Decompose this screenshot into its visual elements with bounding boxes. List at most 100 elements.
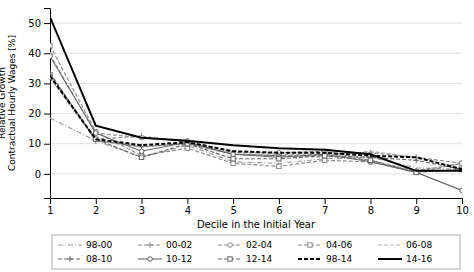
marker bbox=[460, 161, 462, 166]
series-line bbox=[50, 77, 462, 172]
marker bbox=[277, 164, 281, 168]
marker bbox=[459, 160, 462, 166]
legend-label: 06-08 bbox=[406, 240, 432, 250]
tick-label: 20 bbox=[28, 108, 41, 119]
marker bbox=[50, 54, 52, 59]
tick: 20 bbox=[28, 108, 50, 119]
legend-item: 06-08 bbox=[378, 240, 432, 250]
tick-label: 9 bbox=[414, 205, 420, 216]
legend-swatch bbox=[298, 258, 322, 260]
tick: 1 bbox=[47, 198, 53, 216]
tick-mark bbox=[44, 144, 50, 145]
grid-line bbox=[50, 113, 462, 114]
marker bbox=[322, 154, 326, 158]
marker bbox=[460, 188, 462, 193]
series-line bbox=[50, 76, 462, 169]
chart: 1 2 3 4 5 6 7 8 9 10 0 10 20 30 40 50 Decile in the Init… bbox=[0, 0, 474, 272]
legend-item: 04-06 bbox=[298, 240, 352, 250]
tick-mark bbox=[370, 198, 371, 204]
legend-swatch bbox=[378, 244, 402, 245]
tick-label: 0 bbox=[35, 169, 41, 180]
legend-item: 14-16 bbox=[378, 254, 432, 264]
grid bbox=[50, 23, 462, 174]
tick-label: 4 bbox=[185, 205, 191, 216]
legend-item: 10-12 bbox=[138, 254, 192, 264]
axis-line bbox=[51, 199, 463, 205]
marker bbox=[231, 152, 236, 157]
tick: 7 bbox=[322, 198, 328, 216]
legend-frame bbox=[52, 235, 460, 269]
marker bbox=[93, 131, 98, 136]
legend-label: 98-14 bbox=[326, 254, 352, 264]
tick: 50 bbox=[28, 18, 50, 29]
grid-line bbox=[50, 83, 462, 84]
axis-line bbox=[44, 9, 51, 199]
grid-line bbox=[50, 53, 462, 54]
tick-mark bbox=[96, 198, 97, 204]
tick-mark bbox=[187, 198, 188, 204]
y-axis: 0 10 20 30 40 50 bbox=[28, 9, 50, 199]
legend-item: 02-04 bbox=[218, 240, 272, 250]
legend-item: 98-00 bbox=[58, 240, 112, 250]
tick: 10 bbox=[456, 198, 469, 216]
tick-mark bbox=[44, 53, 50, 54]
tick: 9 bbox=[414, 198, 420, 216]
legend-item: 00-02 bbox=[138, 240, 192, 250]
series-line bbox=[50, 46, 462, 173]
legend-marker bbox=[147, 242, 153, 248]
series-line bbox=[50, 118, 462, 169]
legend-label: 10-12 bbox=[166, 254, 192, 264]
tick: 4 bbox=[185, 198, 191, 216]
legend-item: 12-14 bbox=[218, 254, 272, 264]
marker bbox=[368, 158, 372, 162]
marker bbox=[139, 155, 143, 159]
x-axis-title: Decile in the Initial Year bbox=[197, 219, 316, 230]
tick: 40 bbox=[28, 48, 50, 59]
grid-line bbox=[50, 23, 462, 24]
series-line bbox=[50, 55, 462, 171]
tick-mark bbox=[44, 174, 50, 175]
series-line bbox=[50, 17, 462, 171]
tick-mark bbox=[233, 198, 234, 204]
series-line bbox=[50, 77, 462, 167]
tick-mark bbox=[44, 23, 50, 24]
legend-label: 98-00 bbox=[86, 240, 112, 250]
legend-label: 08-10 bbox=[86, 254, 112, 264]
marker bbox=[368, 158, 373, 163]
tick-mark bbox=[325, 198, 326, 204]
marker bbox=[231, 157, 235, 161]
grid-line bbox=[50, 143, 462, 144]
tick: 5 bbox=[230, 198, 236, 216]
tick: 3 bbox=[139, 198, 145, 216]
series-line bbox=[50, 73, 462, 170]
legend-label: 02-04 bbox=[246, 240, 272, 250]
tick-label: 3 bbox=[139, 205, 145, 216]
tick: 30 bbox=[28, 78, 50, 89]
tick-mark bbox=[416, 198, 417, 204]
tick-label: 30 bbox=[28, 78, 41, 89]
tick: 6 bbox=[276, 198, 282, 216]
tick-label: 8 bbox=[368, 205, 374, 216]
tick-mark bbox=[44, 114, 50, 115]
tick-label: 40 bbox=[28, 48, 41, 59]
legend-marker bbox=[67, 256, 73, 262]
tick: 2 bbox=[93, 198, 99, 216]
legend-item: 98-14 bbox=[298, 254, 352, 264]
marker bbox=[50, 43, 52, 47]
grid-line bbox=[50, 173, 462, 174]
tick: 10 bbox=[28, 138, 50, 149]
legend-marker bbox=[228, 243, 233, 248]
tick-mark bbox=[44, 83, 50, 84]
legend-item: 08-10 bbox=[58, 254, 112, 264]
tick-mark bbox=[279, 198, 280, 204]
legend-marker bbox=[308, 243, 312, 247]
legend-label: 14-16 bbox=[406, 254, 432, 264]
x-axis: 1 2 3 4 5 6 7 8 9 10 bbox=[47, 198, 469, 216]
legend-swatch bbox=[58, 244, 82, 245]
marker bbox=[139, 149, 144, 154]
tick-label: 10 bbox=[28, 138, 41, 149]
tick-label: 6 bbox=[276, 205, 282, 216]
tick-label: 50 bbox=[28, 18, 41, 29]
marker bbox=[231, 161, 235, 165]
legend-swatch bbox=[378, 258, 402, 260]
